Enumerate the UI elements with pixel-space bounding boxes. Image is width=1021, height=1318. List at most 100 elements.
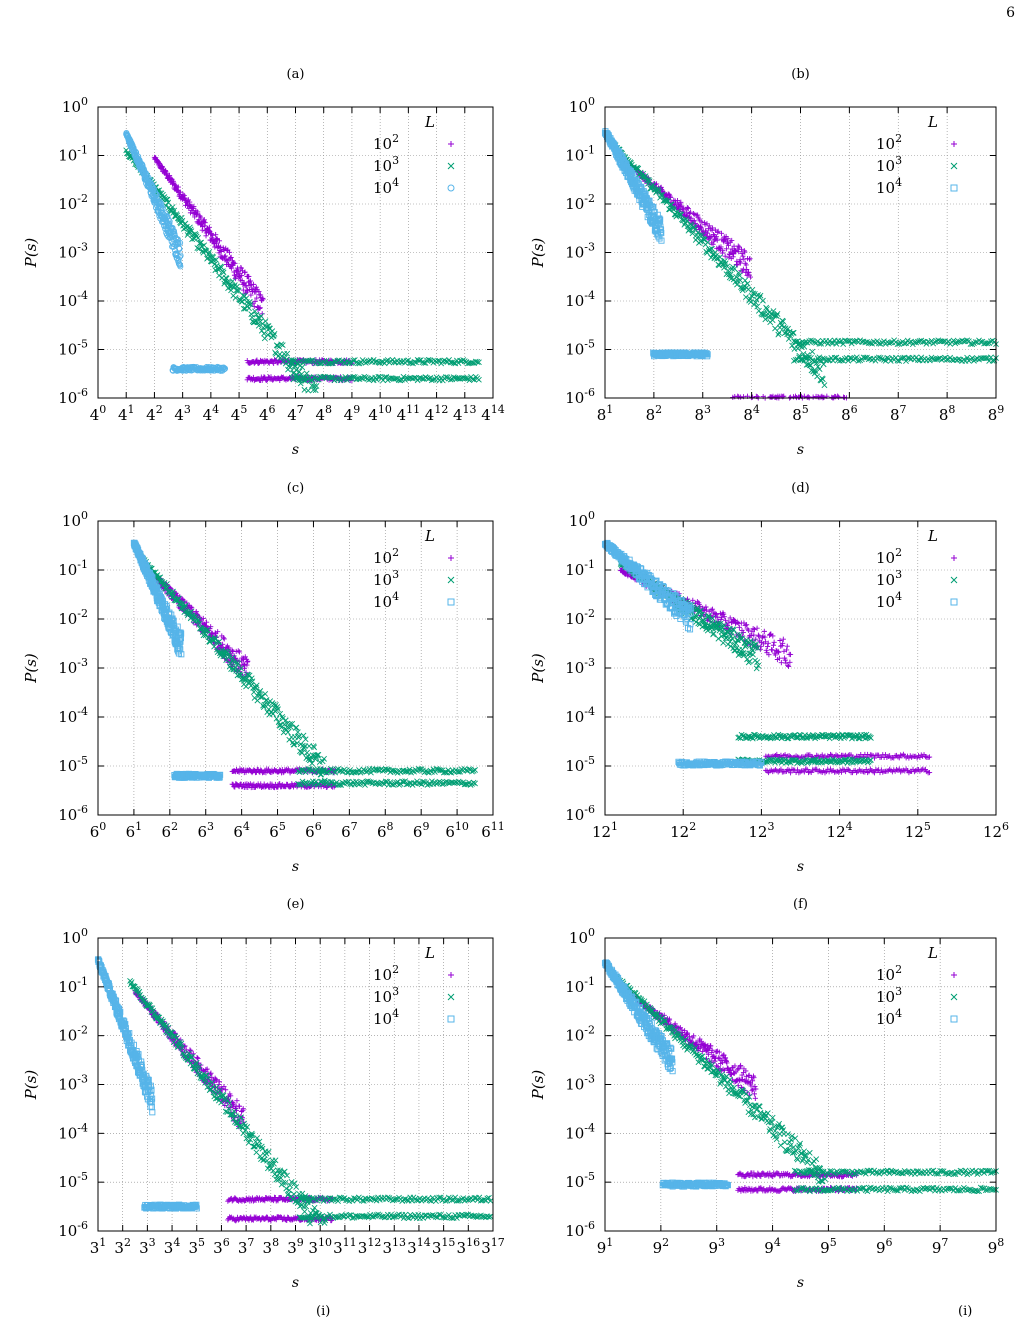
data-point xyxy=(720,639,727,646)
data-point xyxy=(232,294,239,301)
legend-entry-label: 103 xyxy=(876,154,902,175)
data-point xyxy=(213,232,219,238)
x-tick-label: 83 xyxy=(694,403,711,424)
x-tick-label: 87 xyxy=(890,403,907,424)
data-point xyxy=(262,374,268,381)
data-point xyxy=(254,295,260,301)
chart-panel-b: (b)81 82 83 84 85 86 87 88 8910-610-510-410-310-… xyxy=(529,67,1004,458)
data-point xyxy=(247,301,254,308)
x-tick-label: 43 xyxy=(174,403,191,424)
data-point xyxy=(250,281,257,287)
x-tick-label: 411 xyxy=(397,403,421,424)
data-point xyxy=(755,632,761,638)
legend-marker xyxy=(447,598,455,606)
data-point xyxy=(220,269,227,276)
series-104 xyxy=(601,128,711,360)
series-103 xyxy=(123,147,482,394)
data-point xyxy=(780,394,786,400)
data-point xyxy=(252,308,258,315)
y-tick-label: 10-4 xyxy=(58,289,88,310)
panel-label: (a) xyxy=(287,67,305,82)
y-tick-label: 10-2 xyxy=(58,607,88,628)
x-tick-label: 46 xyxy=(259,403,276,424)
x-axis-label: s xyxy=(797,442,804,458)
data-point xyxy=(475,376,482,383)
legend-entry-label: 104 xyxy=(876,176,902,197)
x-tick-label: 66 xyxy=(305,820,322,841)
x-tick-label: 610 xyxy=(445,820,469,841)
y-tick-label: 10-3 xyxy=(58,241,88,262)
data-point xyxy=(201,242,208,249)
data-point xyxy=(175,184,181,190)
y-tick-label: 10-1 xyxy=(58,558,88,579)
legend-marker xyxy=(950,162,958,170)
x-tick-label: 86 xyxy=(841,403,858,424)
data-point xyxy=(195,209,201,215)
x-tick-label: 85 xyxy=(792,403,809,424)
data-point xyxy=(760,297,766,304)
x-tick-label: 82 xyxy=(646,403,663,424)
page-number: 6 xyxy=(1006,5,1015,21)
data-point xyxy=(247,278,254,284)
legend-marker xyxy=(448,141,454,147)
x-tick-label: 42 xyxy=(146,403,163,424)
data-point xyxy=(258,313,264,320)
data-point xyxy=(246,279,252,285)
chart-panel-c: (c)60 61 62 63 64 65 66 67 68 69 610 61110-610-510-… xyxy=(22,481,505,875)
data-point xyxy=(262,690,269,697)
data-point xyxy=(742,277,749,284)
y-tick-label: 10-3 xyxy=(565,241,595,262)
data-point xyxy=(201,217,207,223)
y-axis-label: P(s) xyxy=(22,653,40,684)
data-point xyxy=(239,298,246,305)
x-tick-label: 88 xyxy=(939,403,956,424)
data-point xyxy=(821,382,828,389)
x-tick-label: 65 xyxy=(269,820,286,841)
data-point xyxy=(255,314,261,321)
legend-marker xyxy=(951,141,957,147)
y-tick-label: 10-1 xyxy=(565,144,595,165)
x-tick-label: 412 xyxy=(425,403,449,424)
data-point xyxy=(187,226,194,233)
data-point xyxy=(182,195,188,201)
data-point xyxy=(744,280,751,287)
y-tick-label: 10-4 xyxy=(58,705,88,726)
data-point xyxy=(754,625,760,631)
chart-panel-d: (d)121 122 123 124 125 12610-610-510-410-310-… xyxy=(529,481,1009,875)
x-tick-label: 61 xyxy=(126,820,143,841)
data-point xyxy=(262,318,269,325)
data-point xyxy=(246,274,252,280)
data-point xyxy=(186,224,193,231)
data-point xyxy=(159,164,165,170)
data-point xyxy=(740,394,747,400)
data-point xyxy=(240,287,246,293)
legend-marker xyxy=(448,555,454,561)
data-point xyxy=(164,170,170,176)
data-point xyxy=(219,268,226,275)
series-104 xyxy=(130,539,224,781)
legend-entry-label: 104 xyxy=(373,176,399,197)
data-point xyxy=(305,387,312,394)
x-tick-label: 89 xyxy=(988,403,1005,424)
data-point xyxy=(763,647,769,653)
data-point xyxy=(198,215,204,221)
y-tick-label: 100 xyxy=(569,95,595,116)
data-point xyxy=(754,394,760,400)
legend-marker xyxy=(950,184,958,192)
data-point xyxy=(261,330,267,337)
data-point xyxy=(228,254,234,260)
x-tick-label: 48 xyxy=(315,403,332,424)
x-tick-label: 67 xyxy=(341,820,358,841)
x-tick-label: 68 xyxy=(377,820,394,841)
data-point xyxy=(764,643,771,650)
data-point xyxy=(784,643,790,649)
data-point xyxy=(836,394,842,400)
data-point xyxy=(754,659,761,666)
y-tick-label: 10-5 xyxy=(58,754,88,775)
y-axis-label: P(s) xyxy=(22,238,40,269)
legend-entry-label: 102 xyxy=(373,546,399,567)
data-point xyxy=(770,642,777,648)
legend-marker xyxy=(447,576,455,584)
panel-label: (d) xyxy=(791,481,809,496)
